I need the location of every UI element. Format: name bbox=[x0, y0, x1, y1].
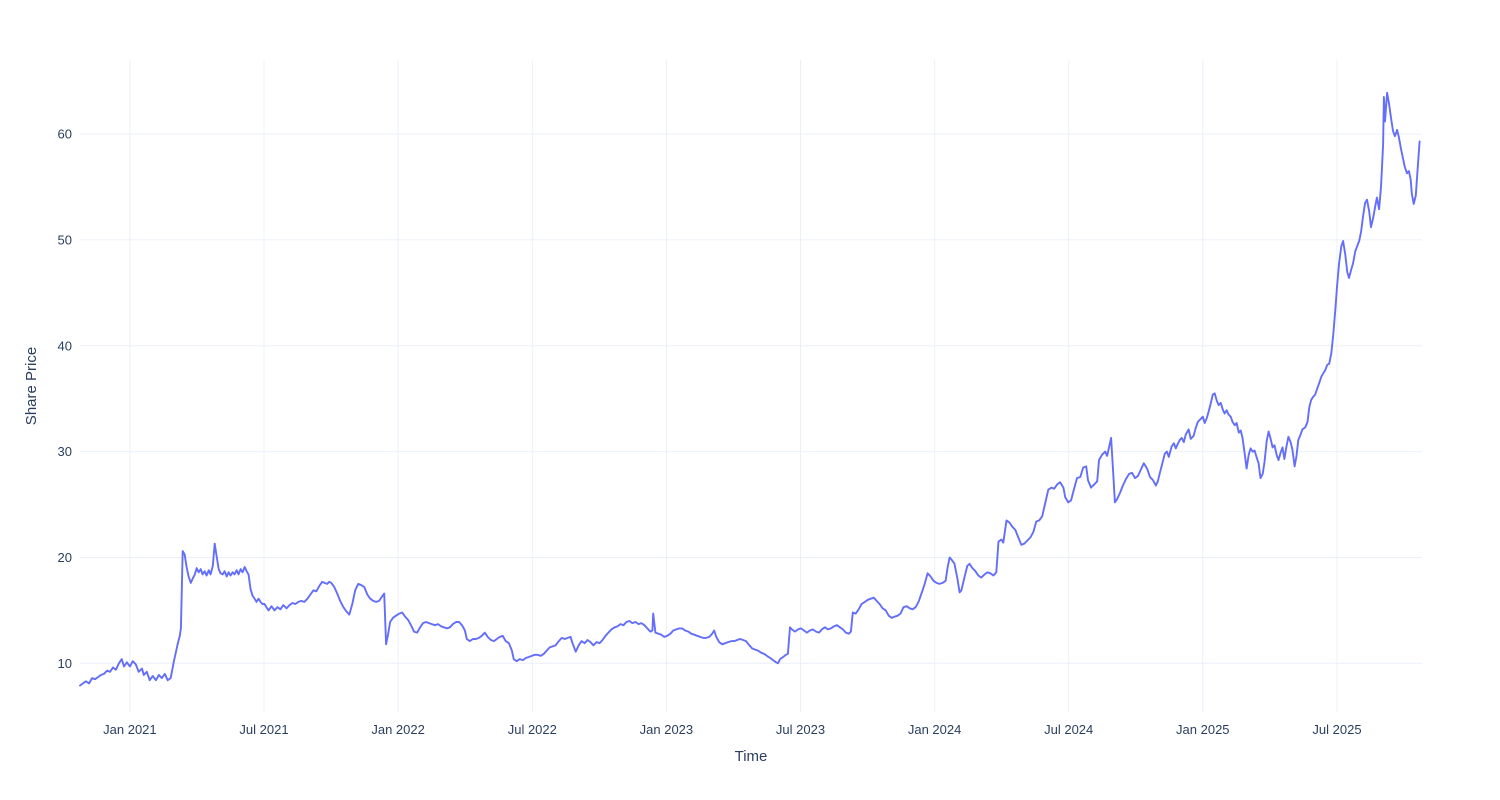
x-gridlines bbox=[129, 60, 1338, 712]
y-tick-label: 40 bbox=[58, 338, 72, 353]
x-tick-label: Jul 2021 bbox=[239, 722, 288, 737]
x-tick-label: Jan 2025 bbox=[1176, 722, 1230, 737]
x-axis-title: Time bbox=[735, 748, 768, 765]
x-tick-label: Jul 2023 bbox=[776, 722, 825, 737]
y-axis-title: Share Price bbox=[23, 347, 40, 425]
x-tick-label: Jan 2022 bbox=[371, 722, 425, 737]
share-price-line bbox=[79, 91, 1421, 687]
plot-area[interactable] bbox=[80, 60, 1422, 712]
y-tick-label: 10 bbox=[58, 656, 72, 671]
x-tick-label: Jan 2021 bbox=[103, 722, 157, 737]
x-tick-label: Jul 2022 bbox=[508, 722, 557, 737]
y-tick-label: 20 bbox=[58, 550, 72, 565]
y-gridlines bbox=[80, 133, 1422, 664]
y-tick-label: 50 bbox=[58, 232, 72, 247]
x-tick-label: Jul 2024 bbox=[1044, 722, 1093, 737]
x-tick-label: Jan 2024 bbox=[908, 722, 962, 737]
x-tick-label: Jul 2025 bbox=[1312, 722, 1361, 737]
x-tick-label: Jan 2023 bbox=[640, 722, 694, 737]
x-axis-tick-labels: Jan 2021 Jul 2021 Jan 2022 Jul 2022 Jan 2023… bbox=[103, 722, 1361, 737]
y-tick-label: 30 bbox=[58, 444, 72, 459]
y-tick-label: 60 bbox=[58, 127, 72, 142]
y-axis-tick-labels: 10 20 30 40 50 60 bbox=[58, 127, 72, 671]
